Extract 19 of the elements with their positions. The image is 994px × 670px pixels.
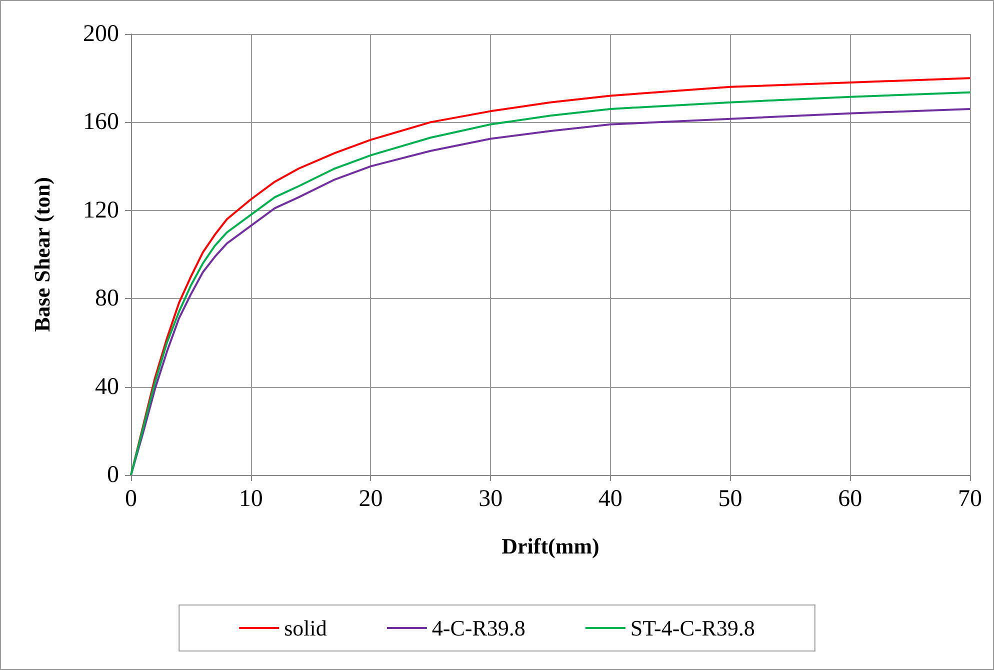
x-tick-label: 10 bbox=[238, 486, 263, 512]
y-tick-label: 0 bbox=[107, 462, 119, 488]
y-tick-label: 120 bbox=[83, 197, 119, 224]
x-tick-label: 0 bbox=[125, 486, 137, 512]
y-tick-label: 200 bbox=[83, 21, 119, 47]
y-axis-title: Base Shear (ton) bbox=[30, 177, 54, 332]
x-tick-label: 50 bbox=[718, 486, 742, 512]
y-tick-label: 40 bbox=[95, 374, 119, 400]
legend-label: 4-C-R39.8 bbox=[432, 616, 526, 640]
y-tick-label: 160 bbox=[83, 109, 119, 136]
x-tick-label: 40 bbox=[598, 486, 622, 512]
x-tick-label: 60 bbox=[838, 486, 862, 512]
legend-label: solid bbox=[284, 616, 327, 640]
x-tick-label: 70 bbox=[958, 486, 982, 512]
x-axis-title: Drift(mm) bbox=[502, 534, 600, 558]
legend-label: ST-4-C-R39.8 bbox=[630, 616, 755, 640]
x-tick-label: 30 bbox=[478, 486, 503, 512]
x-tick-label: 20 bbox=[358, 486, 383, 512]
y-tick-label: 80 bbox=[95, 286, 119, 312]
